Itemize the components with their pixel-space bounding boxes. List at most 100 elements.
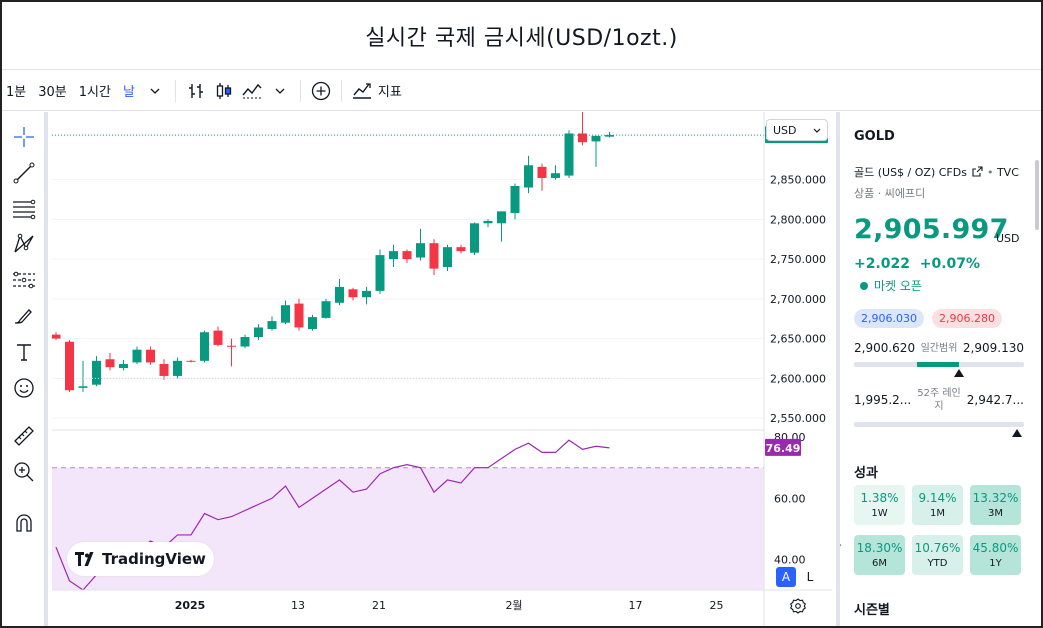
candle [537, 163, 547, 191]
interval-day-button[interactable]: 날 [122, 85, 135, 100]
projection-tool-icon[interactable] [9, 265, 39, 295]
performance-cell-1m[interactable]: 9.14% 1M [912, 485, 963, 525]
last-price: 2,905.997 [854, 214, 1009, 245]
change-value: +2.022 [854, 256, 911, 272]
indicators-chart-icon[interactable] [348, 76, 376, 106]
candle-body [240, 336, 250, 347]
panel-collapse-chevron-icon[interactable]: › [838, 539, 842, 551]
panel-scrollbar[interactable] [1035, 160, 1039, 230]
candle [213, 326, 223, 347]
candle [146, 346, 155, 365]
candle [321, 298, 331, 319]
auto-scale-button[interactable]: A [776, 567, 796, 587]
candle-body [389, 251, 398, 260]
toolbar-divider [299, 79, 301, 102]
symbol-name: GOLD [854, 129, 895, 144]
candle-body [92, 360, 101, 385]
candle [456, 244, 466, 254]
candle-body [362, 290, 371, 298]
performance-value: 13.32% [972, 491, 1019, 505]
pattern-tool-icon[interactable] [9, 229, 39, 259]
chevron-down-icon [813, 128, 821, 133]
currency-select[interactable]: USD [766, 119, 828, 141]
performance-cell-ytd[interactable]: 10.76% YTD [912, 535, 963, 575]
performance-cell-6m[interactable]: 18.30% 6M [854, 535, 905, 575]
interval-1m-button[interactable]: 1분 [6, 85, 27, 100]
candle [186, 360, 196, 363]
candle-body [321, 301, 331, 318]
candle [564, 130, 574, 178]
candle-body [78, 386, 88, 388]
candle [159, 359, 169, 380]
day-high: 2,909.130 [962, 341, 1024, 355]
candle [294, 298, 304, 331]
add-symbol-plus-icon[interactable] [307, 76, 335, 106]
time-tick-label: 17 [629, 599, 643, 612]
market-status-text: 마켓 오픈 [874, 279, 922, 293]
chart-toolbar: 1분 30분 1시간 날 지표 [2, 71, 1041, 111]
fib-lines-icon[interactable] [9, 194, 39, 224]
log-scale-button[interactable]: L [806, 570, 814, 584]
candle-body [146, 349, 155, 363]
candle [605, 131, 614, 138]
week52-range-row: 1,995.2... 52주 레인지 2,942.7... [854, 387, 1024, 413]
performance-value: 1.38% [860, 491, 899, 505]
crosshair-icon[interactable] [9, 122, 39, 152]
symbol-category: 상품 · 씨에프디 [854, 187, 926, 200]
interval-dropdown-chevron-icon[interactable] [141, 76, 169, 106]
bar-style-icon[interactable] [182, 76, 210, 106]
candle-body [497, 211, 506, 224]
interval-30m-button[interactable]: 30분 [38, 85, 67, 100]
compare-icon[interactable] [238, 76, 266, 106]
external-link-icon[interactable] [972, 166, 984, 177]
candle [227, 338, 236, 367]
candle-body [51, 334, 61, 339]
candle [362, 286, 371, 305]
trend-line-icon[interactable] [9, 158, 39, 188]
interval-1h-button[interactable]: 1시간 [78, 85, 111, 100]
candle-body [402, 251, 412, 260]
performance-cell-1y[interactable]: 45.80% 1Y [970, 535, 1021, 575]
compare-dropdown-chevron-icon[interactable] [266, 76, 294, 106]
settings-gear-icon[interactable] [788, 596, 808, 616]
performance-cell-1w[interactable]: 1.38% 1W [854, 485, 905, 525]
performance-cell-3m[interactable]: 13.32% 3M [970, 485, 1021, 525]
ruler-icon[interactable] [9, 421, 39, 451]
performance-value: 10.76% [914, 541, 961, 555]
candle [497, 211, 506, 242]
candle [524, 155, 533, 194]
candle-body [416, 243, 425, 258]
time-tick-label: 13 [291, 599, 305, 612]
seasonal-title: 시즌별 [854, 603, 890, 618]
rsi-tick-label: 60.00 [774, 492, 806, 505]
candle-body [470, 223, 479, 253]
price-tick-label: 2,550.000 [770, 412, 826, 425]
watermark-text: TradingView [102, 550, 206, 568]
candle [470, 222, 479, 256]
candle [281, 300, 290, 325]
price-change: +2.022 +0.07% [854, 256, 980, 272]
quote-panel: GOLD 골드 (US$ / OZ) CFDs • TVC 상품 · 씨에프디 … [836, 112, 1041, 626]
candle-body [254, 327, 263, 337]
candle-body [578, 133, 587, 143]
rsi-badge: 76.49 [766, 442, 801, 455]
candle-body [227, 345, 236, 347]
indicators-button[interactable]: 지표 [377, 85, 402, 100]
zoom-in-icon[interactable] [9, 457, 39, 487]
magnet-icon[interactable] [9, 508, 39, 538]
candle [335, 278, 344, 306]
candle-style-icon[interactable] [210, 76, 238, 106]
chart-area[interactable]: 2,850.000 2,800.000 2,750.000 2,700.000 2,65… [51, 112, 832, 626]
candle-body [335, 286, 344, 303]
day-range-label: 일간범위 [920, 342, 958, 354]
toolbar-divider [174, 79, 176, 102]
price-tick-label: 2,600.000 [770, 372, 826, 385]
candle [308, 314, 317, 331]
candle-body [375, 255, 385, 291]
emoji-icon[interactable] [9, 373, 39, 403]
text-tool-icon[interactable] [9, 337, 39, 367]
price-tick-label: 2,750.000 [770, 253, 826, 266]
brush-icon[interactable] [9, 301, 39, 331]
candle [416, 228, 425, 261]
candle [132, 346, 142, 365]
